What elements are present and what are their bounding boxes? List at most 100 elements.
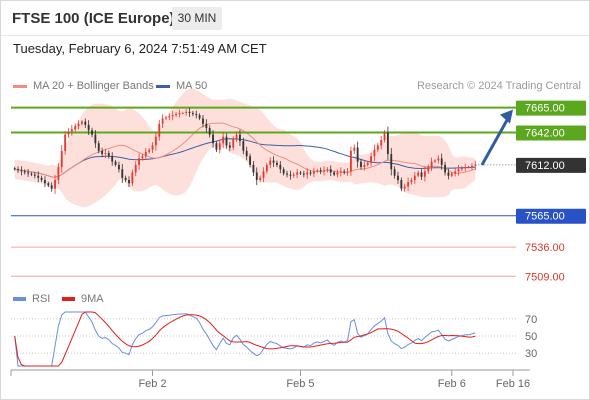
candle [366,162,369,165]
candle [181,112,184,114]
candle [74,125,77,130]
candle [104,152,107,155]
candle [121,169,124,178]
rsi-ma-swatch-icon [62,297,75,302]
candle [390,154,393,170]
candle [161,118,164,124]
candle [427,167,430,172]
candle [313,171,315,174]
candle [124,177,127,181]
candle [198,115,201,119]
forecast-arrow-head-icon [500,109,513,124]
candle [423,171,426,177]
candle [64,134,67,151]
candle [400,180,403,189]
candle [40,177,43,181]
rsi-swatch-icon [13,297,26,302]
candle [370,156,373,163]
candle [13,168,16,170]
legend-rsi: RSI [13,293,50,305]
candle [360,161,362,168]
candle [356,147,359,162]
candle [373,149,376,157]
x-tick-label: Feb 6 [438,378,466,390]
candle [23,171,26,173]
candle [457,169,460,172]
forecast-arrow-shaft [480,115,511,166]
candle [386,132,389,155]
candle [70,129,73,132]
candle [434,160,436,162]
candle [114,161,117,165]
candle [208,128,211,135]
candle [282,169,285,174]
candle [242,141,245,151]
candle [363,164,366,168]
x-tick-label: Feb 5 [286,378,314,390]
candle [134,164,137,173]
level-box-2 [516,157,586,173]
candle [249,156,251,165]
candle [336,172,339,175]
timeframe-badge[interactable]: 30 MIN [172,7,222,30]
bollinger-bands-area [14,88,476,208]
candle [178,112,181,115]
chart-header: FTSE 100 (ICE Europe) 30 MIN [1,1,589,36]
candle [60,150,63,168]
candle [128,180,130,184]
candle [138,158,141,165]
candle [444,164,446,173]
candle [447,172,450,176]
candle [333,172,336,175]
candle [44,180,46,184]
ma50-swatch-icon [156,84,170,88]
rsi-tick-label: 50 [525,331,537,343]
candle [339,171,342,173]
candle [450,173,453,176]
rsi-ma-line [14,311,476,367]
candle [94,134,97,144]
candle [151,145,154,150]
candle [202,118,204,124]
candle [316,170,319,172]
level-label-3: 7565.00 [525,211,565,223]
candle [289,174,292,176]
candle [27,172,30,174]
candle [259,177,262,181]
level-label-0: 7665.00 [525,103,565,115]
candle [47,183,50,186]
research-credit: Research © 2024 Trading Central [416,80,581,92]
candle [417,172,420,176]
level-box-0 [516,100,586,116]
ma20-swatch-icon [13,84,27,88]
level-label-1: 7642.00 [525,127,565,139]
candle [97,143,100,151]
candle [306,172,309,175]
candle [175,114,177,116]
candle [474,164,477,166]
candle [407,182,409,187]
candle [309,172,312,174]
candle [376,145,379,150]
candle [323,170,325,172]
candle [329,169,332,173]
candle [141,156,144,159]
level-label-4: 7536.00 [525,242,565,254]
candle [77,123,80,126]
candle [195,114,198,116]
level-label-5: 7509.00 [525,271,565,283]
level-box-3 [516,208,586,224]
candle [413,175,416,181]
candle [326,169,329,171]
candle [265,164,268,172]
candle [67,131,70,135]
ma50-legend-label: MA 50 [176,80,208,92]
candle [276,162,278,165]
candle [397,175,399,181]
candle [353,147,356,151]
candle [205,123,208,129]
candle [222,136,225,144]
candle [272,160,275,163]
legend-9ma: 9MA [62,293,104,305]
